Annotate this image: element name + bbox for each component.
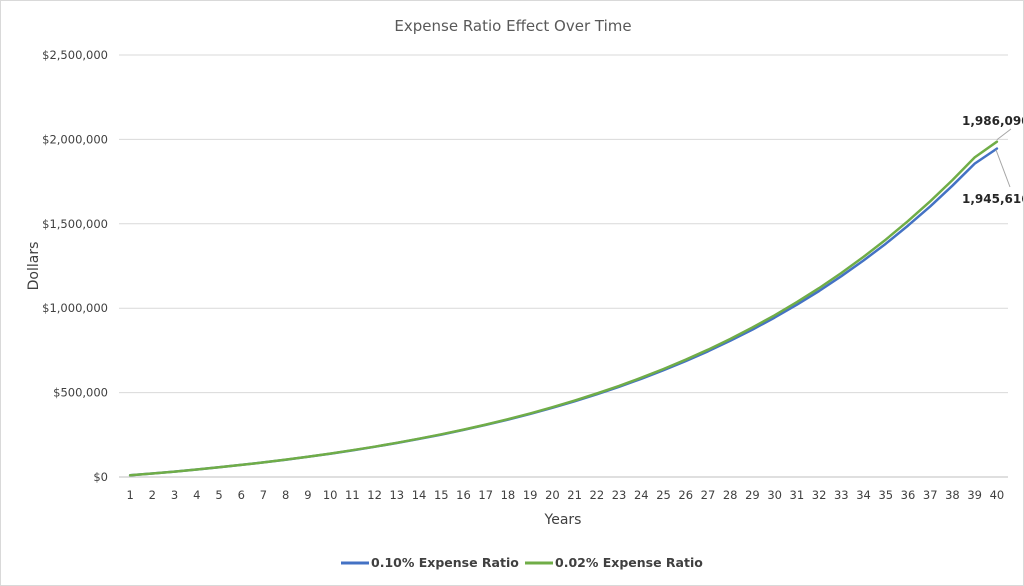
y-tick-label: $2,000,000 xyxy=(42,132,108,146)
annotation-top: 1,986,090 xyxy=(962,114,1023,128)
y-tick-label: $2,500,000 xyxy=(42,48,108,62)
legend-label-0-10-percent: 0.10% Expense Ratio xyxy=(371,555,519,570)
x-tick-label: 40 xyxy=(990,488,1005,502)
y-tick-label: $0 xyxy=(93,470,108,484)
x-tick-label: 32 xyxy=(812,488,827,502)
y-tick-label: $1,500,000 xyxy=(42,217,108,231)
annotation-bottom: 1,945,616 xyxy=(962,192,1023,206)
x-tick-label: 6 xyxy=(238,488,245,502)
x-tick-label: 39 xyxy=(967,488,982,502)
data-annotations: 1,986,090 1,945,616 xyxy=(962,114,1023,206)
x-tick-label: 18 xyxy=(501,488,516,502)
x-tick-label: 3 xyxy=(171,488,178,502)
series-lines xyxy=(128,140,999,477)
x-tick-label: 1 xyxy=(126,488,133,502)
x-tick-label: 33 xyxy=(834,488,849,502)
legend-label-0-02-percent: 0.02% Expense Ratio xyxy=(555,555,703,570)
x-tick-label: 25 xyxy=(656,488,671,502)
leader-line-top xyxy=(996,128,1012,141)
y-axis-label: Dollars xyxy=(26,242,42,291)
x-tick-label: 10 xyxy=(323,488,338,502)
gridlines xyxy=(119,54,1008,394)
x-tick-label: 15 xyxy=(434,488,449,502)
x-tick-label: 22 xyxy=(590,488,605,502)
x-tick-label: 35 xyxy=(878,488,893,502)
y-tick-label: $500,000 xyxy=(53,386,108,400)
x-tick-label: 7 xyxy=(260,488,267,502)
x-tick-label: 12 xyxy=(367,488,382,502)
x-tick-label: 29 xyxy=(745,488,760,502)
x-tick-label: 13 xyxy=(389,488,404,502)
x-tick-label: 34 xyxy=(856,488,871,502)
x-tick-label: 17 xyxy=(478,488,493,502)
x-tick-label: 26 xyxy=(678,488,693,502)
y-tick-label: $1,000,000 xyxy=(42,301,108,315)
y-axis-ticks: $0 $500,000 $1,000,000 $1,500,000 $2,000,000… xyxy=(42,48,108,484)
x-tick-label: 30 xyxy=(767,488,782,502)
x-tick-label: 28 xyxy=(723,488,738,502)
x-tick-label: 24 xyxy=(634,488,649,502)
x-axis-label: Years xyxy=(544,512,582,528)
x-tick-label: 23 xyxy=(612,488,627,502)
x-axis-ticks: 1 2 3 4 5 6 7 8 9 10 11 12 13 14 15 16 17 18 19 20 21 22 23 24 2… xyxy=(126,488,1004,502)
x-tick-label: 19 xyxy=(523,488,538,502)
x-tick-label: 36 xyxy=(901,488,916,502)
series-line-0 xyxy=(128,147,999,477)
x-tick-label: 11 xyxy=(345,488,360,502)
x-tick-label: 21 xyxy=(567,488,582,502)
x-tick-label: 20 xyxy=(545,488,560,502)
x-tick-label: 16 xyxy=(456,488,471,502)
series-line-1 xyxy=(128,140,999,477)
x-tick-label: 38 xyxy=(945,488,960,502)
x-tick-label: 14 xyxy=(412,488,427,502)
x-tick-label: 31 xyxy=(790,488,805,502)
x-tick-label: 4 xyxy=(193,488,200,502)
x-tick-label: 27 xyxy=(701,488,716,502)
x-tick-label: 37 xyxy=(923,488,938,502)
legend: 0.10% Expense Ratio 0.02% Expense Ratio xyxy=(341,555,703,570)
leader-line-bottom xyxy=(995,149,1011,188)
x-tick-label: 8 xyxy=(282,488,289,502)
x-tick-label: 5 xyxy=(215,488,222,502)
chart-title: Expense Ratio Effect Over Time xyxy=(394,17,631,35)
x-tick-label: 9 xyxy=(304,488,311,502)
x-tick-label: 2 xyxy=(149,488,156,502)
